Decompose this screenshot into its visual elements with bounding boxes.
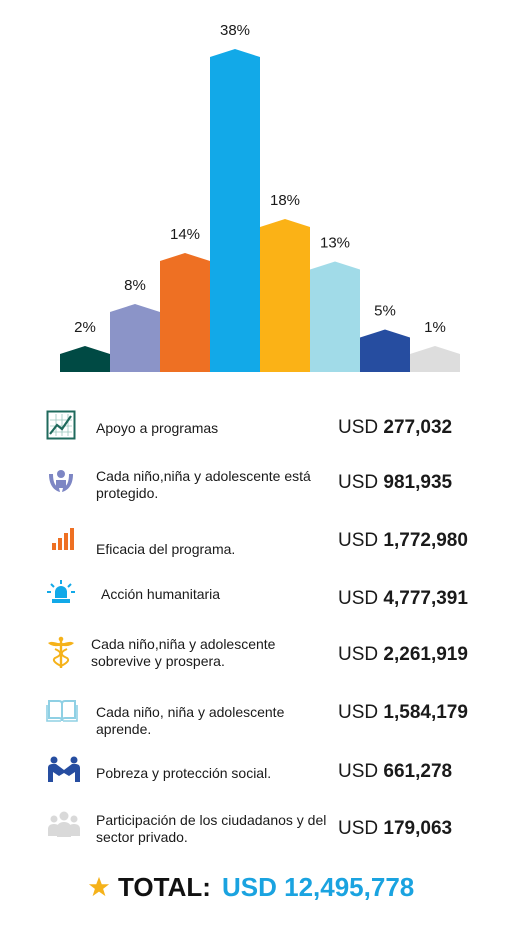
bar-label-8: 1% bbox=[424, 319, 446, 336]
list-item: Eficacia del programa. USD 1,772,980 bbox=[0, 524, 520, 574]
item-label: Pobreza y protección social. bbox=[96, 765, 272, 781]
bar-label-4: 38% bbox=[220, 22, 250, 39]
bar-6 bbox=[310, 261, 360, 372]
list-item: Participación de los ciudadanos y del se… bbox=[0, 810, 520, 860]
item-amount: USD 277,032 bbox=[338, 417, 453, 438]
item-label: Apoyo a programas bbox=[96, 420, 219, 436]
bar-1 bbox=[60, 346, 110, 372]
item-amount: USD 179,063 bbox=[338, 818, 453, 839]
bar-label-2: 8% bbox=[124, 277, 146, 294]
item-label: Cada niño,niña y adolescente sobrevive y… bbox=[91, 636, 276, 669]
protected-child-icon bbox=[46, 466, 80, 496]
caduceus-icon bbox=[46, 636, 80, 668]
bar-3 bbox=[160, 253, 210, 372]
open-book-icon bbox=[46, 696, 80, 726]
bar-label-5: 18% bbox=[270, 192, 300, 209]
item-amount: USD 2,261,919 bbox=[338, 644, 468, 665]
list-item: Cada niño, niña y adolescente aprende. U… bbox=[0, 696, 520, 746]
bar-chart-icon bbox=[46, 524, 80, 554]
list-item: Acción humanitaria USD 4,777,391 bbox=[0, 578, 520, 628]
bar-5 bbox=[260, 219, 310, 372]
item-amount: USD 661,278 bbox=[338, 761, 453, 782]
list-item: Cada niño,niña y adolescente está proteg… bbox=[0, 466, 520, 516]
bar-8 bbox=[410, 346, 460, 372]
list-item: Apoyo a programas USD 277,032 bbox=[0, 410, 520, 460]
item-amount: USD 981,935 bbox=[338, 472, 453, 493]
item-label: Eficacia del programa. bbox=[96, 541, 236, 557]
bar-chart: 2% 8% 14% 38% 18% 13% 5% 1% bbox=[60, 22, 460, 372]
bar-2 bbox=[110, 304, 160, 372]
handshake-icon bbox=[46, 756, 80, 786]
bar-label-1: 2% bbox=[74, 319, 96, 336]
bar-label-7: 5% bbox=[374, 303, 396, 320]
item-label: Acción humanitaria bbox=[101, 586, 221, 602]
total-value: USD 12,495,778 bbox=[222, 872, 415, 902]
people-group-icon bbox=[46, 810, 80, 840]
list-item: Cada niño,niña y adolescente sobrevive y… bbox=[0, 636, 520, 686]
bar-label-6: 13% bbox=[320, 235, 350, 252]
star-icon bbox=[88, 876, 110, 898]
bar-7 bbox=[360, 329, 410, 372]
item-label: Cada niño, niña y adolescente aprende. bbox=[96, 704, 285, 737]
line-chart-icon bbox=[46, 410, 80, 440]
bar-4 bbox=[210, 49, 260, 372]
item-label: Cada niño,niña y adolescente está proteg… bbox=[96, 468, 311, 501]
item-amount: USD 4,777,391 bbox=[338, 588, 468, 609]
total-label: TOTAL: bbox=[118, 872, 211, 902]
siren-icon bbox=[46, 578, 80, 608]
bar-label-3: 14% bbox=[170, 226, 200, 243]
item-label: Participación de los ciudadanos y del se… bbox=[96, 812, 327, 845]
list-item: Pobreza y protección social. USD 661,278 bbox=[0, 756, 520, 806]
item-amount: USD 1,584,179 bbox=[338, 702, 468, 723]
item-amount: USD 1,772,980 bbox=[338, 530, 468, 551]
